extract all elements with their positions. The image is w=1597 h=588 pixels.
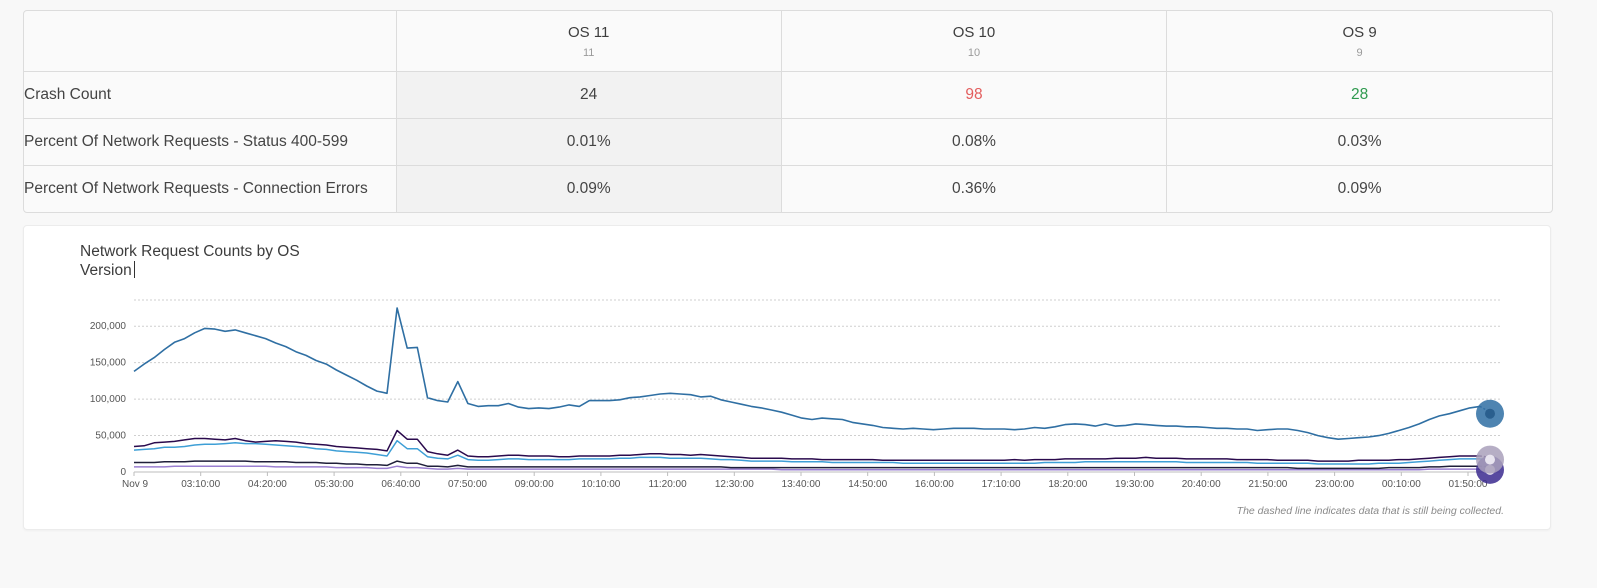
x-tick-label: 18:20:00 [1048,479,1087,490]
x-tick-label: 20:40:00 [1182,479,1221,490]
table-cell: 0.09% [396,165,782,212]
x-tick-label: 21:50:00 [1248,479,1287,490]
series-line [133,429,1480,462]
table-cell: 0.36% [781,165,1168,212]
x-tick-label: 12:30:00 [715,479,754,490]
table-cell: 0.08% [781,118,1168,166]
end-marker-dot [1485,408,1495,419]
row-label: Crash Count [24,71,397,119]
x-tick-label: Nov 9 [122,479,149,490]
column-header-os-9[interactable]: OS 9 9 [1166,11,1552,72]
table-row-status-errors: Percent Of Network Requests - Status 400… [24,118,1552,166]
y-tick-label: 100,000 [90,394,127,405]
row-label: Percent Of Network Requests - Status 400… [24,118,397,166]
x-tick-label: 09:00:00 [515,479,554,490]
chart-title-text: Network Request Counts by OS Version [80,243,300,279]
x-tick-label: 04:20:00 [248,479,287,490]
network-requests-chart: 0 50,000 100,000 150,000 200,000 Nov 9 03:10:0… [90,299,1504,490]
column-header-sub: 10 [967,46,981,59]
column-header-name: OS 10 [952,23,996,41]
column-header-sub: 11 [582,46,595,59]
header-empty-cell [24,11,397,72]
end-marker-dot [1485,454,1495,465]
series-line [134,460,1480,470]
column-header-sub: 9 [1356,46,1363,59]
x-tick-label: 06:40:00 [381,479,420,490]
x-tick-label: 16:00:00 [915,479,954,490]
table-cell: 24 [396,71,782,119]
x-tick-label: 13:40:00 [782,479,821,490]
series-line [134,465,1480,471]
table-cell: 98 [781,71,1168,119]
column-header-name: OS 9 [1342,23,1377,41]
x-tick-label: 17:10:00 [982,479,1021,490]
text-cursor [133,261,135,278]
series-line [133,307,1481,440]
table-row-crash-count: Crash Count 24 98 28 [24,71,1552,119]
x-tick-label: 07:50:00 [448,479,487,490]
x-tick-label: 00:10:00 [1382,479,1421,490]
row-label: Percent Of Network Requests - Connection… [24,165,397,212]
column-header-os-10[interactable]: OS 10 10 [781,11,1168,72]
network-requests-chart-card: 0 50,000 100,000 150,000 200,000 Nov 9 03:10:0… [23,225,1551,530]
table-row-connection-errors: Percent Of Network Requests - Connection… [24,165,1552,212]
table-cell: 0.09% [1337,180,1382,197]
x-tick-label: 01:50:00 [1449,479,1488,490]
y-tick-label: 200,000 [90,321,127,332]
table-header-row: OS 11 11 OS 10 10 OS 9 9 [24,11,1552,72]
x-tick-label: 05:30:00 [315,479,354,490]
table-cell: 0.01% [396,118,782,166]
x-tick-label: 23:00:00 [1315,479,1354,490]
y-tick-label: 50,000 [95,431,126,442]
x-tick-label: 19:30:00 [1115,479,1154,490]
x-tick-label: 14:50:00 [848,479,887,490]
y-tick-label: 0 [120,467,126,478]
chart-footnote: The dashed line indicates data that is s… [1236,505,1504,517]
os-comparison-table: OS 11 11 OS 10 10 OS 9 9 Crash Count 24 … [23,10,1553,213]
column-header-name: OS 11 [567,23,610,41]
series-line [133,439,1480,465]
table-cell: 0.03% [1166,118,1552,166]
x-tick-label: 03:10:00 [181,479,220,490]
table-cell: 28 [1166,71,1552,119]
column-header-os-11[interactable]: OS 11 11 [396,11,782,72]
x-tick-label: 11:20:00 [649,479,688,490]
chart-title: Network Request Counts by OS Version [80,242,310,280]
x-tick-label: 10:10:00 [581,479,620,490]
y-tick-label: 150,000 [90,358,127,369]
